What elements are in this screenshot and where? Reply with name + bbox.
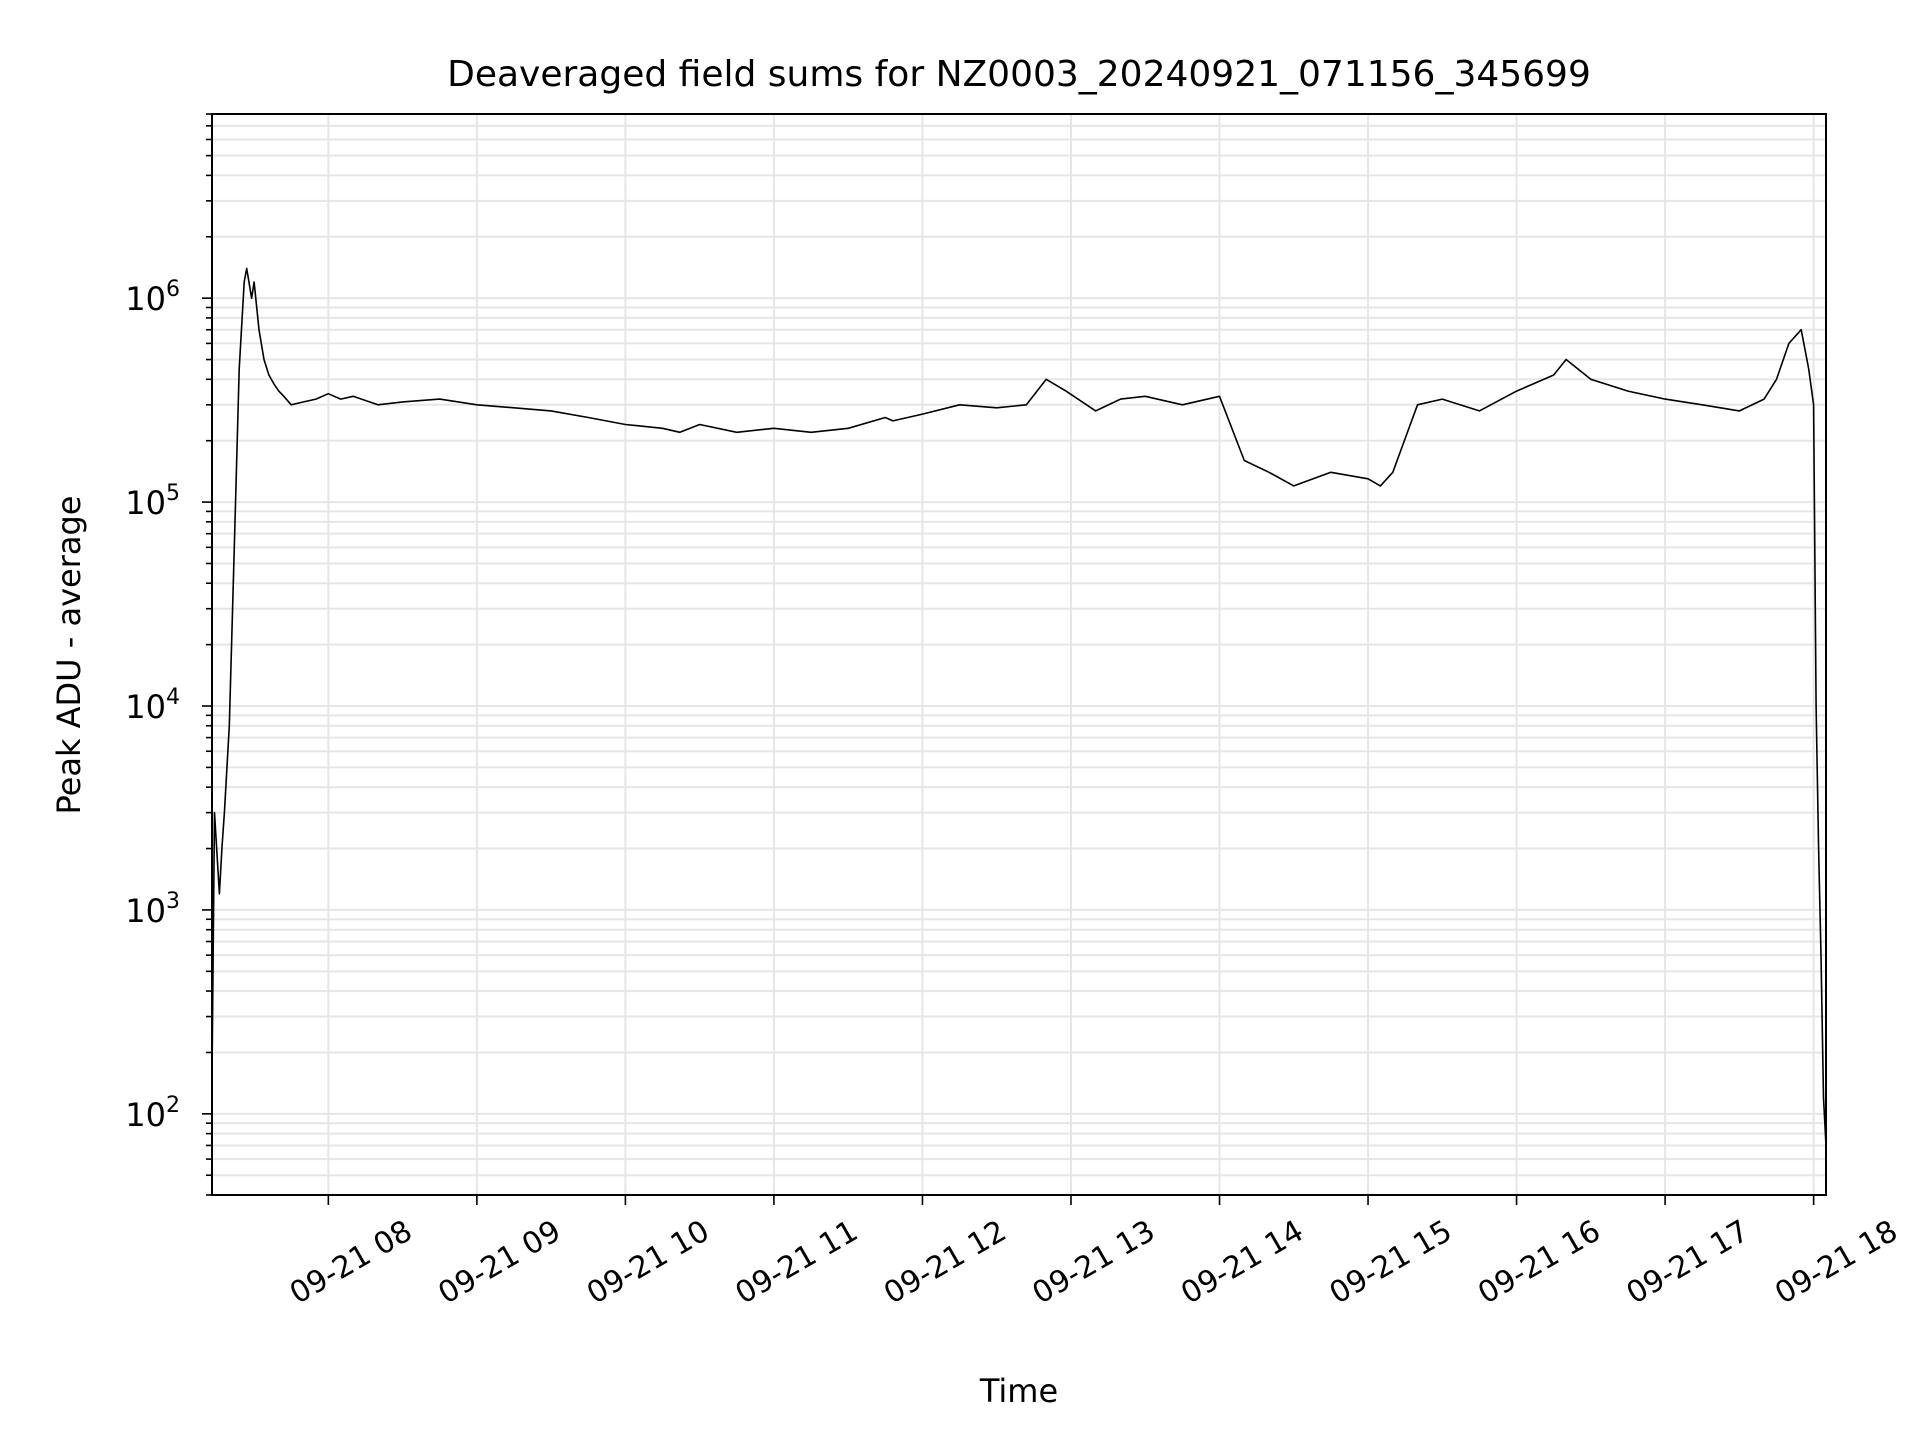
series-layer — [211, 267, 1827, 1146]
y-tick-label: 106 — [125, 277, 180, 318]
y-tick-label: 104 — [125, 685, 180, 726]
x-axis-label: Time — [979, 1372, 1058, 1410]
chart-title: Deaveraged field sums for NZ0003_2024092… — [447, 54, 1591, 95]
series-line — [211, 267, 1827, 1146]
grid — [212, 113, 1826, 1196]
y-tick-label: 105 — [125, 481, 180, 522]
plot-frame — [211, 113, 1827, 1196]
y-axis-label: Peak ADU - average — [50, 496, 88, 815]
y-tick-label: 103 — [125, 889, 180, 930]
y-tick-label: 102 — [125, 1093, 180, 1134]
